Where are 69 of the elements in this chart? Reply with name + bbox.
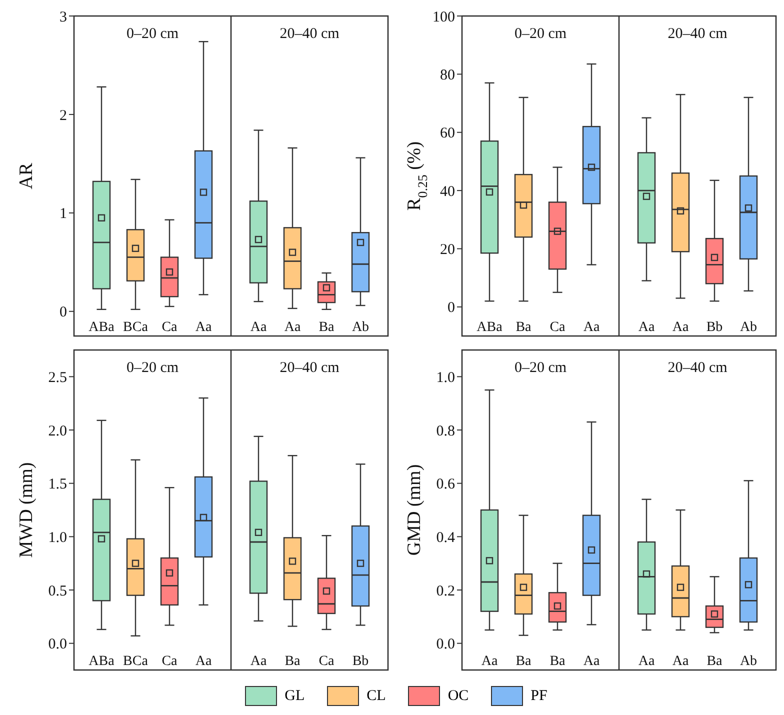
text: Aa (672, 654, 689, 669)
y-tick-label: 0 (60, 304, 67, 321)
y-tick-label: 1.0 (436, 370, 455, 386)
y-tick-label: 0.5 (48, 583, 67, 600)
y-tick-label: 0.4 (436, 530, 456, 546)
text: Aa (250, 654, 267, 669)
y-tick-label: 1 (60, 206, 67, 222)
text: Aa (583, 320, 600, 335)
y-tick-label: 1.0 (48, 530, 67, 546)
x-tick-label: 20–40 cm (280, 26, 340, 42)
y-tick-label: 80 (440, 68, 455, 84)
text: Ba (550, 654, 566, 669)
text: Ab (740, 654, 758, 669)
text: Aa (583, 654, 600, 669)
text: Aa (195, 654, 212, 669)
text: Aa (481, 654, 498, 669)
y-tick-label: 0.0 (436, 636, 455, 653)
y-tick-label: 0.0 (48, 636, 67, 653)
y-tick-label: 40 (440, 184, 455, 200)
y-tick-label: 0 (448, 300, 455, 316)
text: Ba (516, 320, 532, 335)
text: Bb (352, 654, 369, 669)
x-tick-label: 0–20 cm (514, 360, 567, 376)
text: Ca (162, 320, 178, 335)
y-tick-label: 0.2 (436, 583, 455, 600)
text: Aa (284, 320, 301, 335)
legend-label: GL (284, 688, 305, 704)
y-tick-label: 2 (60, 108, 67, 124)
x-tick-label: 20–40 cm (668, 360, 728, 376)
text: ABa (88, 320, 114, 335)
y-tick-label: 1.5 (48, 476, 67, 493)
x-tick-label: 0–20 cm (514, 26, 567, 42)
legend-label: CL (366, 688, 386, 704)
text: Aa (195, 320, 212, 335)
x-tick-label: 20–40 cm (280, 360, 340, 376)
text: Aa (672, 320, 689, 335)
y-axis-title: GMD (mm) (404, 464, 426, 556)
text: Ca (162, 654, 178, 669)
y-axis-title: MWD (mm) (16, 462, 38, 558)
y-tick-label: 0.6 (436, 476, 456, 493)
text: Ca (550, 320, 566, 335)
text: Ab (740, 320, 758, 335)
y-axis-title: AR (16, 162, 38, 190)
text: Ba (516, 654, 532, 669)
x-tick-label: 0–20 cm (126, 26, 179, 42)
text: BCa (123, 320, 148, 335)
legend-label: PF (530, 688, 548, 704)
text: Bb (706, 320, 723, 335)
text: ABa (476, 320, 502, 335)
y-tick-label: 2.0 (48, 423, 67, 440)
text: Aa (638, 654, 655, 669)
y-tick-label: 2.5 (48, 370, 67, 386)
text: Ba (706, 654, 722, 669)
text: Ab (352, 320, 370, 335)
y-tick-label: 60 (440, 126, 455, 142)
text: Ba (318, 320, 334, 335)
text: ABa (88, 654, 114, 669)
text: Aa (638, 320, 655, 335)
text: BCa (123, 654, 148, 669)
x-tick-label: 20–40 cm (668, 26, 728, 42)
text: Aa (250, 320, 267, 335)
y-tick-label: 20 (440, 242, 455, 258)
text: Ca (318, 654, 334, 669)
x-tick-label: 0–20 cm (126, 360, 179, 376)
y-tick-label: 3 (60, 9, 67, 26)
y-tick-label: 0.8 (436, 423, 455, 440)
text: Ba (284, 654, 300, 669)
y-tick-label: 100 (432, 9, 455, 26)
legend-label: OC (448, 688, 469, 704)
